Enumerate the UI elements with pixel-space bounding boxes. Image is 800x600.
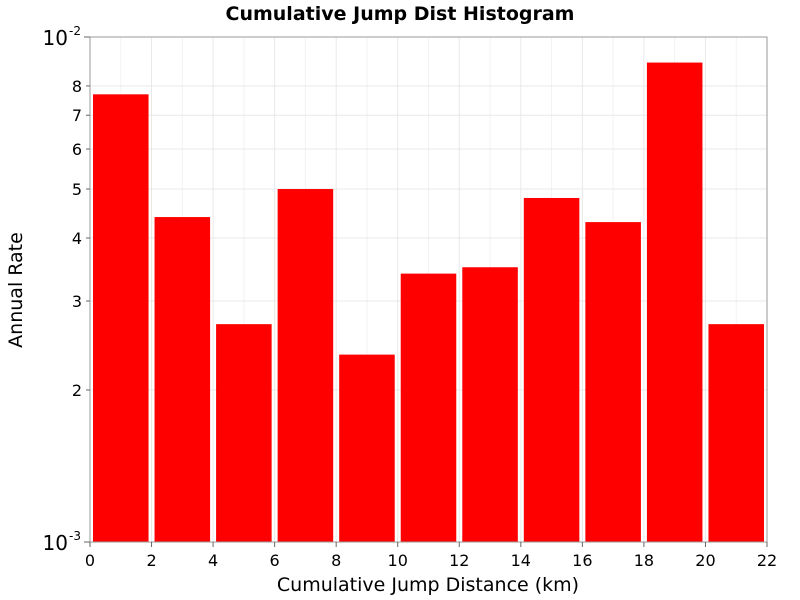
y-tick-label: 8: [72, 77, 82, 96]
histogram-bar: [154, 217, 211, 542]
y-major-exponent: -2: [69, 24, 81, 38]
bars: [93, 62, 764, 543]
x-tick-label: 0: [85, 551, 95, 570]
x-tick-label: 18: [634, 551, 654, 570]
y-major-exponent: -3: [69, 529, 81, 543]
x-tick-label: 14: [511, 551, 531, 570]
x-tick-label: 2: [146, 551, 156, 570]
chart-title: Cumulative Jump Dist Histogram: [226, 3, 575, 25]
x-tick-label: 12: [449, 551, 469, 570]
y-axis-label: Annual Rate: [5, 232, 27, 348]
y-major-mantissa: 10: [43, 26, 68, 50]
histogram-bar: [646, 62, 703, 543]
x-tick-label: 16: [572, 551, 592, 570]
histogram-bar: [462, 267, 518, 542]
histogram-bar: [585, 222, 641, 542]
y-tick-label: 6: [72, 140, 82, 159]
y-tick-label: 3: [72, 292, 82, 311]
x-axis-ticks: 0 2 4 6 8 10 12 14 16 18 20 22: [85, 542, 777, 570]
y-tick-label: 2: [72, 381, 82, 400]
y-major-tick-label: 10 -2: [43, 24, 81, 50]
y-tick-label: 5: [72, 180, 82, 199]
histogram-bar: [93, 94, 149, 543]
y-major-mantissa: 10: [43, 531, 68, 555]
histogram-bar: [216, 324, 272, 542]
histogram-bar: [400, 273, 457, 542]
y-tick-label: 7: [72, 106, 82, 125]
x-axis-label: Cumulative Jump Distance (km): [277, 574, 579, 596]
x-tick-label: 10: [388, 551, 408, 570]
histogram-bar: [277, 189, 334, 542]
histogram-bar: [339, 354, 395, 542]
y-major-tick-label: 10 -3: [43, 529, 81, 555]
plot-frame: [89, 36, 768, 543]
x-tick-label: 8: [331, 551, 341, 570]
x-tick-label: 4: [208, 551, 218, 570]
y-tick-label: 4: [72, 229, 82, 248]
histogram-bar: [708, 324, 764, 542]
x-tick-label: 20: [695, 551, 715, 570]
x-tick-label: 6: [270, 551, 280, 570]
histogram-bar: [523, 197, 580, 542]
x-tick-label: 22: [757, 551, 777, 570]
